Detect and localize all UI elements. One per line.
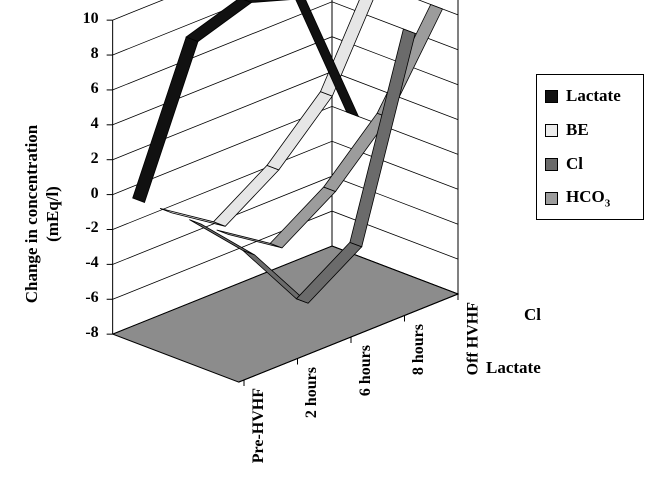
series-lactate <box>132 0 360 204</box>
legend-swatch-be <box>545 123 558 137</box>
x-tick-label: 8 hours <box>410 323 428 375</box>
y-tick-label: -2 <box>85 219 99 237</box>
gridline <box>112 0 459 56</box>
y-axis-label-line-1: Change in concentration <box>22 124 41 304</box>
legend-label-cl: Cl <box>566 154 583 173</box>
legend-swatch-lactate <box>545 89 558 103</box>
x-tick-label: Pre-HVHF <box>250 388 267 464</box>
legend-label-hco3: HCO3 <box>566 187 610 209</box>
legend-label-hco3-sub: 3 <box>604 197 611 210</box>
y-tick-label: 10 <box>82 10 99 28</box>
chart-axes <box>106 19 459 386</box>
x-tick-label: 2 hours <box>303 366 321 418</box>
y-tick-label: -6 <box>85 289 99 307</box>
back-wall <box>112 0 332 335</box>
depth-tick-label: Lactate <box>486 358 541 377</box>
y-tick-label: -4 <box>85 254 99 272</box>
y-tick-label: 6 <box>90 79 99 97</box>
legend-label-lactate: Lactate <box>566 86 621 105</box>
legend-label-hco3-main: HCO <box>566 186 605 206</box>
y-tick-label: 0 <box>90 184 99 202</box>
ribbon-segment <box>349 28 416 248</box>
series-cl <box>189 28 416 304</box>
x-axis-line <box>238 293 459 383</box>
y-axis-label: Change in concentration (mEq/l) <box>21 125 63 304</box>
x-tick-label: Off HVHF <box>464 302 481 376</box>
legend-label-be: BE <box>566 120 589 139</box>
legend-swatch-cl <box>545 157 558 171</box>
y-tick-label: 2 <box>90 149 99 167</box>
y-tick-label: 4 <box>90 114 99 132</box>
legend-item-hco3: HCO3 <box>545 187 610 209</box>
y-tick-label: 8 <box>90 45 99 63</box>
y-tick-label: -8 <box>85 324 99 342</box>
ribbon-segment <box>243 0 291 3</box>
chart-walls <box>112 0 459 335</box>
ribbon-segment <box>295 0 360 118</box>
legend: Lactate BE Cl HCO3 <box>536 74 644 220</box>
depth-tick-label: Cl <box>524 305 541 324</box>
legend-item-be: BE <box>545 119 589 141</box>
series-ribbons <box>132 0 444 304</box>
legend-item-cl: Cl <box>545 153 583 175</box>
legend-item-lactate: Lactate <box>545 85 621 107</box>
legend-swatch-hco3 <box>545 191 558 205</box>
x-tick-label: 6 hours <box>357 345 374 397</box>
y-axis-label-line-2: (mEq/l) <box>43 186 62 242</box>
